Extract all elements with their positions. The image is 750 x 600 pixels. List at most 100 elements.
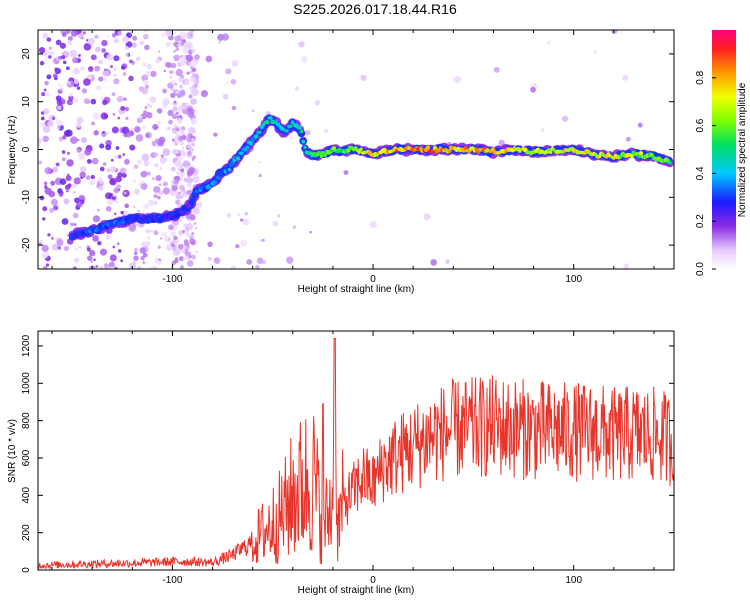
- spectrogram-noise-blob: [92, 112, 101, 121]
- spectrogram-noise-blob: [48, 190, 56, 198]
- spectrogram-noise-blob: [189, 59, 198, 68]
- spectrogram-noise-blob: [125, 116, 129, 121]
- spectrogram-noise-blob: [180, 168, 185, 173]
- spectrogram-noise-blob: [305, 129, 311, 136]
- spectrogram-noise-blob: [104, 263, 108, 267]
- spectrogram-noise-blob: [117, 249, 122, 253]
- spectrogram-noise-blob: [185, 159, 189, 163]
- spectrogram-noise-blob: [154, 266, 158, 269]
- spectrogram-ridge-point: [301, 139, 306, 144]
- spectrogram-noise-blob: [59, 42, 67, 49]
- spectrogram-noise-blob: [179, 171, 186, 177]
- spectrogram-noise-blob: [192, 175, 200, 184]
- spectrogram-noise-blob: [179, 149, 185, 155]
- spectrogram-noise-blob: [155, 138, 159, 142]
- spectrogram-noise-blob: [53, 205, 59, 211]
- spectrogram-noise-blob: [184, 193, 188, 197]
- spectrogram-noise-blob: [161, 231, 168, 237]
- spectrogram-noise-blob: [106, 34, 110, 38]
- spectrogram-ridge-point: [212, 179, 218, 185]
- spectrogram-noise-blob: [187, 133, 192, 138]
- spectrogram-noise-blob: [178, 218, 183, 223]
- spectrogram-noise-blob: [78, 54, 81, 57]
- spectrogram-noise-blob: [50, 198, 58, 206]
- spectrogram-noise-blob: [174, 82, 178, 86]
- spectrogram-noise-blob: [162, 181, 168, 187]
- spectrogram-noise-blob: [114, 212, 117, 216]
- spectrogram-noise-blob: [94, 34, 99, 39]
- spectrogram-noise-blob: [129, 262, 136, 269]
- spectrogram-noise-blob: [141, 153, 150, 162]
- spectrogram-noise-blob: [180, 74, 184, 79]
- spectrogram-noise-blob: [187, 177, 194, 184]
- spectrogram-noise-blob: [120, 105, 126, 111]
- spectrogram-noise-blob: [117, 154, 122, 159]
- spectrogram-noise-blob: [132, 179, 137, 183]
- spectrogram-noise-blob: [187, 110, 195, 118]
- spectrogram-noise-blob: [128, 224, 137, 232]
- spectrogram-noise-blob: [81, 137, 87, 144]
- spectrogram-noise-blob: [177, 243, 184, 250]
- spectrogram-noise-blob: [58, 83, 62, 87]
- spectrogram-noise-blob: [146, 112, 153, 119]
- y-tick-label: 1200: [21, 334, 32, 357]
- spectrogram-noise-blob: [55, 95, 62, 102]
- spectrogram-noise-blob: [179, 141, 185, 146]
- spectrogram-noise-blob: [309, 230, 312, 234]
- colorbar-tick-label: 0.4: [695, 166, 706, 180]
- spectrogram-ridge-point: [200, 185, 204, 190]
- spectrogram-noise-blob: [109, 65, 114, 69]
- spectrogram-noise-blob: [125, 41, 133, 48]
- spectrogram-noise-blob: [149, 105, 153, 108]
- spectrogram-noise-blob: [77, 152, 86, 160]
- spectrogram-noise-blob: [272, 220, 279, 227]
- spectrogram-noise-blob: [82, 31, 87, 35]
- spectrogram-noise-blob: [94, 65, 101, 72]
- spectrogram-noise-blob: [78, 33, 85, 39]
- colorbar-tick-label: 0.6: [695, 118, 706, 132]
- x-tick-label: 100: [565, 575, 582, 586]
- colorbar-tick-label: 0.8: [695, 70, 706, 84]
- spectrogram-noise-blob: [101, 131, 107, 138]
- spectrogram-noise-blob: [188, 185, 192, 189]
- spectrogram-noise-blob: [54, 67, 58, 71]
- spectrogram-noise-blob: [42, 135, 49, 143]
- chart-title: S225.2026.017.18.44.R16: [293, 1, 457, 17]
- spectrogram-noise-blob: [185, 227, 190, 232]
- spectrogram-noise-blob: [314, 100, 321, 106]
- spectrogram-ridge-point: [227, 168, 231, 172]
- spectrogram-noise-blob: [190, 240, 196, 246]
- spectrogram-noise-blob: [99, 248, 108, 256]
- spectrogram-noise-blob: [113, 38, 119, 44]
- spectrogram-noise-blob: [47, 120, 54, 128]
- spectrogram-noise-blob: [52, 117, 55, 120]
- spectrogram-noise-blob: [144, 44, 150, 51]
- spectrogram-noise-blob: [222, 93, 229, 100]
- spectrogram-noise-blob: [171, 185, 178, 192]
- spectrogram-noise-blob: [289, 136, 293, 140]
- spectrogram-noise-blob: [147, 236, 151, 240]
- spectrogram-noise-blob: [637, 122, 643, 128]
- spectrogram-noise-blob: [115, 200, 118, 204]
- spectrogram-noise-blob: [200, 89, 209, 98]
- spectrogram-noise-blob: [73, 177, 81, 185]
- spectrogram-noise-blob: [102, 162, 107, 166]
- spectrogram-noise-blob: [63, 245, 70, 251]
- spectrogram-noise-blob: [102, 130, 105, 134]
- spectrogram-noise-blob: [137, 209, 141, 213]
- spectrogram-noise-blob: [172, 70, 176, 74]
- spectrogram-noise-blob: [540, 127, 545, 132]
- spectrogram-noise-blob: [430, 259, 437, 266]
- spectrogram-noise-blob: [91, 157, 99, 165]
- spectrogram-noise-blob: [103, 77, 108, 82]
- spectrogram-noise-blob: [182, 80, 185, 83]
- spectrogram-noise-blob: [47, 233, 51, 237]
- x-tick-label: 0: [370, 575, 376, 586]
- spectrogram-noise-blob: [258, 161, 261, 164]
- spectrogram-noise-blob: [136, 117, 143, 124]
- spectrogram-noise-blob: [360, 74, 367, 82]
- spectrogram-noise-blob: [152, 123, 159, 131]
- spectrogram-noise-blob: [74, 223, 77, 226]
- spectrogram-noise-blob: [139, 40, 144, 46]
